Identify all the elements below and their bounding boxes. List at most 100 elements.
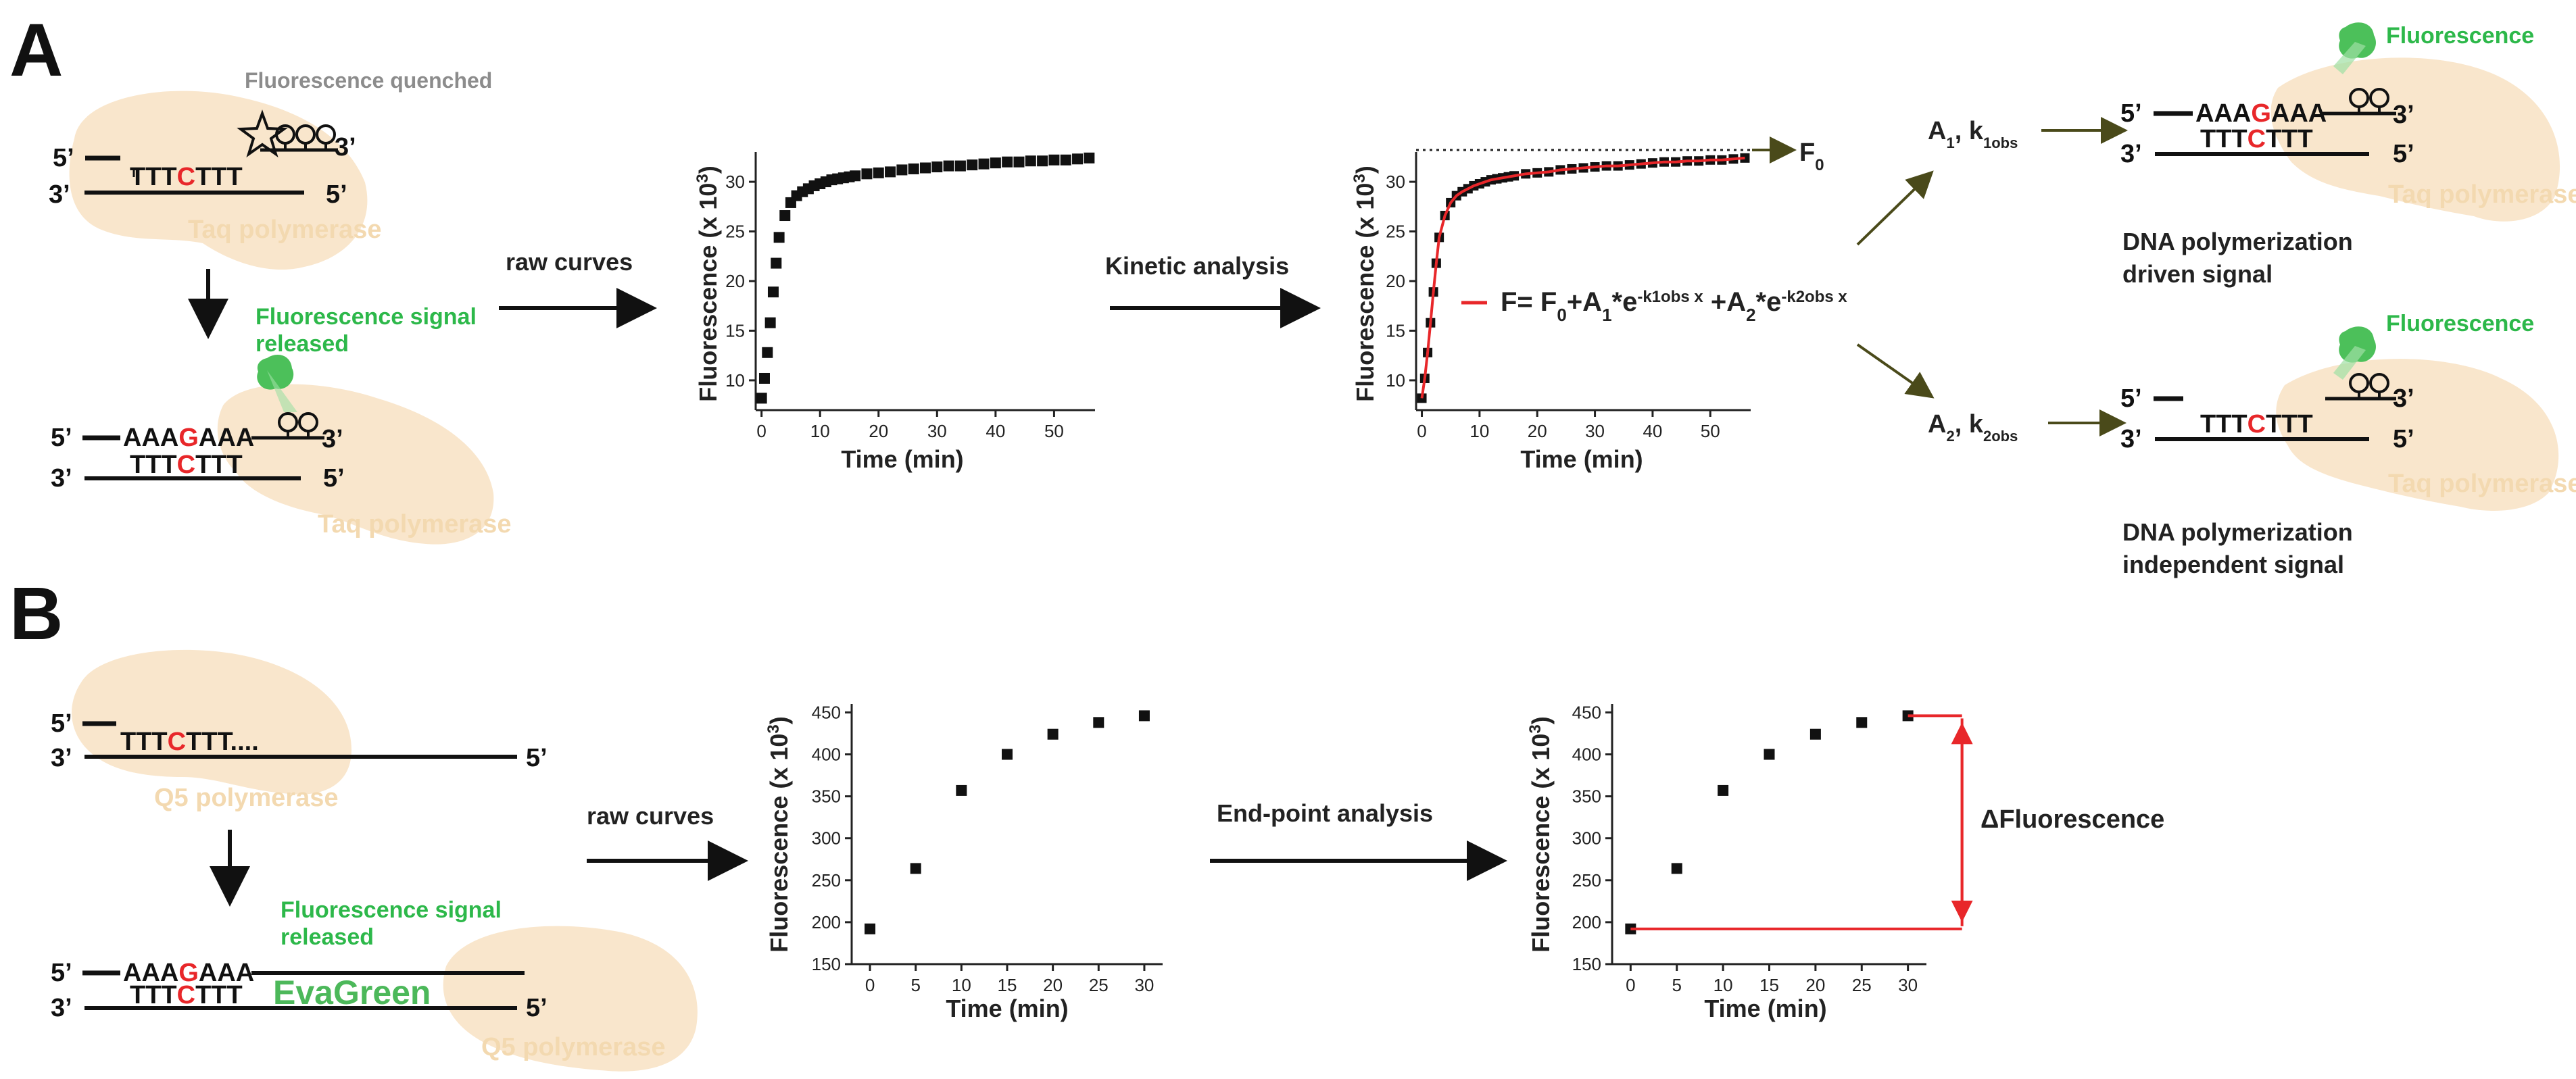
three-prime-label: 3’: [51, 744, 72, 772]
x-tick-label: 20: [1805, 975, 1825, 995]
three-prime-label: 3’: [51, 994, 72, 1022]
y-axis-title: Fluorescence (x 103): [1526, 716, 1555, 953]
three-prime-label: 3’: [49, 180, 70, 209]
f0-main: F: [1799, 139, 1815, 167]
seq-ttt: TTT: [2266, 125, 2313, 153]
x-tick-label: 20: [869, 421, 888, 441]
fluorescence-beam: [267, 370, 297, 412]
three-prime-label: 3’: [51, 464, 72, 493]
data-point: [978, 158, 990, 170]
y-tick-label: 20: [725, 271, 745, 291]
y-tick-label: 350: [812, 786, 841, 807]
x-tick-label: 20: [1528, 421, 1547, 441]
complex-independent: Fluorescence 5’ 3’ TTTCTTT 3’ 5’ Taq pol…: [2120, 311, 2576, 511]
x-tick-label: 30: [1585, 421, 1605, 441]
data-point: [943, 160, 954, 172]
data-point: [1048, 154, 1060, 166]
complex-q5-end: Fluorescence signal released 5’ AAAGAAA …: [51, 897, 698, 1072]
y-tick-label: 350: [1572, 786, 1601, 807]
three-prime-label: 3’: [2393, 101, 2414, 129]
data-point: [1072, 153, 1084, 165]
seq-c: C: [177, 981, 195, 1009]
template-seq: TTTCTTT: [130, 451, 243, 479]
signal-released-label: released: [256, 331, 349, 357]
independent-signal-label: DNA polymerization: [2122, 518, 2353, 546]
k1-main: , k: [1955, 117, 1984, 145]
y-axis-title-exp: 3: [1351, 174, 1369, 182]
y-axis-title-close: ): [694, 166, 722, 174]
data-point: [1002, 156, 1013, 168]
seq-dots: ....: [230, 728, 259, 756]
seq-ttt: TTT: [2200, 410, 2247, 438]
eq-exp: -k2obs x: [1781, 288, 1847, 306]
y-axis-title: Fluorescence (x 103): [1351, 166, 1380, 402]
data-point: [1037, 155, 1048, 167]
fluorophore-glow-icon: [2339, 326, 2376, 363]
y-tick-label: 450: [1572, 702, 1601, 722]
data-point: [767, 286, 779, 298]
y-axis-title-exp: 3: [764, 724, 783, 733]
y-tick-label: 20: [1386, 271, 1405, 291]
eq-sub: 2: [1746, 305, 1755, 325]
five-prime-label: 5’: [2120, 99, 2142, 128]
x-tick-label: 25: [1089, 975, 1109, 995]
seq-ttt: TTT: [2200, 125, 2247, 153]
data-point: [1025, 155, 1036, 167]
x-tick-label: 50: [1044, 421, 1064, 441]
a1-k1-label: A1, k1obs: [1928, 117, 2018, 151]
y-axis-title-close: ): [1351, 166, 1379, 174]
chart-endpoint-raw: Fluorescence (x 103) Time (min) 0 5 10 15 20…: [764, 702, 1163, 1022]
data-point: [908, 163, 919, 174]
x-axis-title: Time (min): [841, 445, 963, 473]
data-point: [873, 167, 884, 178]
x-tick-label: 0: [1417, 421, 1426, 441]
y-tick-label: 150: [812, 954, 841, 974]
fluorophore-glow-icon: [2339, 22, 2376, 59]
f0-sub: 0: [1815, 156, 1824, 174]
data-point: [967, 159, 978, 171]
a2-sub: 2: [1946, 428, 1954, 445]
taq-label: Taq polymerase: [188, 216, 382, 244]
y-tick-label: 15: [725, 320, 745, 341]
y-axis-title-exp: 3: [1526, 724, 1545, 733]
q5-label: Q5 polymerase: [154, 784, 338, 812]
x-tick-label: 5: [910, 975, 920, 995]
q5-label: Q5 polymerase: [481, 1033, 665, 1061]
five-prime-label: 5’: [53, 144, 74, 172]
hairpin-loop-icon: [2349, 88, 2389, 114]
five-prime-label: 5’: [51, 959, 72, 987]
extended-seq: AAAGAAA: [2195, 99, 2327, 128]
seq-ttt: TTT: [2266, 410, 2313, 438]
data-point: [861, 168, 873, 180]
x-tick-label: 10: [1714, 975, 1733, 995]
x-axis-title: Time (min): [946, 995, 1068, 1022]
data-point: [954, 160, 966, 172]
eq-part: F= F: [1501, 287, 1557, 317]
eq-part: +A: [1703, 287, 1746, 317]
data-point: [1002, 749, 1013, 760]
data-point: [758, 372, 770, 384]
data-point: [1856, 717, 1868, 728]
five-prime-label: 5’: [51, 424, 72, 452]
y-tick-label: 30: [1386, 172, 1405, 192]
data-point: [1138, 710, 1150, 722]
y-tick-label: 10: [725, 370, 745, 391]
data-point: [1013, 156, 1025, 168]
template-seq: TTTCTTT: [130, 163, 243, 191]
chart-endpoint-delta: Fluorescence (x 103) Time (min) 0 5 10 15 20…: [1526, 702, 1973, 1022]
y-axis-title-close: ): [1527, 716, 1555, 724]
seq-ttt: TTT: [195, 163, 243, 191]
five-prime-label: 5’: [326, 180, 347, 209]
y-tick-label: 25: [725, 222, 745, 242]
evagreen-label: EvaGreen: [273, 974, 431, 1011]
y-tick-label: 400: [1572, 745, 1601, 765]
eq-part: *e: [1756, 287, 1782, 317]
data-point: [896, 164, 908, 176]
data-point: [756, 393, 767, 404]
a1-main: A: [1928, 117, 1946, 145]
y-tick-label: 15: [1386, 320, 1405, 341]
complex-driven: Fluorescence 5’ AAAGAAA 3’ TTTCTTT 3’ 5’…: [2120, 22, 2576, 222]
three-prime-label: 3’: [322, 425, 343, 453]
complex-q5-start: 5’ TTTCTTT.... 3’ 5’ Q5 polymerase: [51, 649, 548, 812]
fit-equation: F= F0+A1*e-k1obs x +A2*e-k2obs x: [1501, 287, 1847, 325]
